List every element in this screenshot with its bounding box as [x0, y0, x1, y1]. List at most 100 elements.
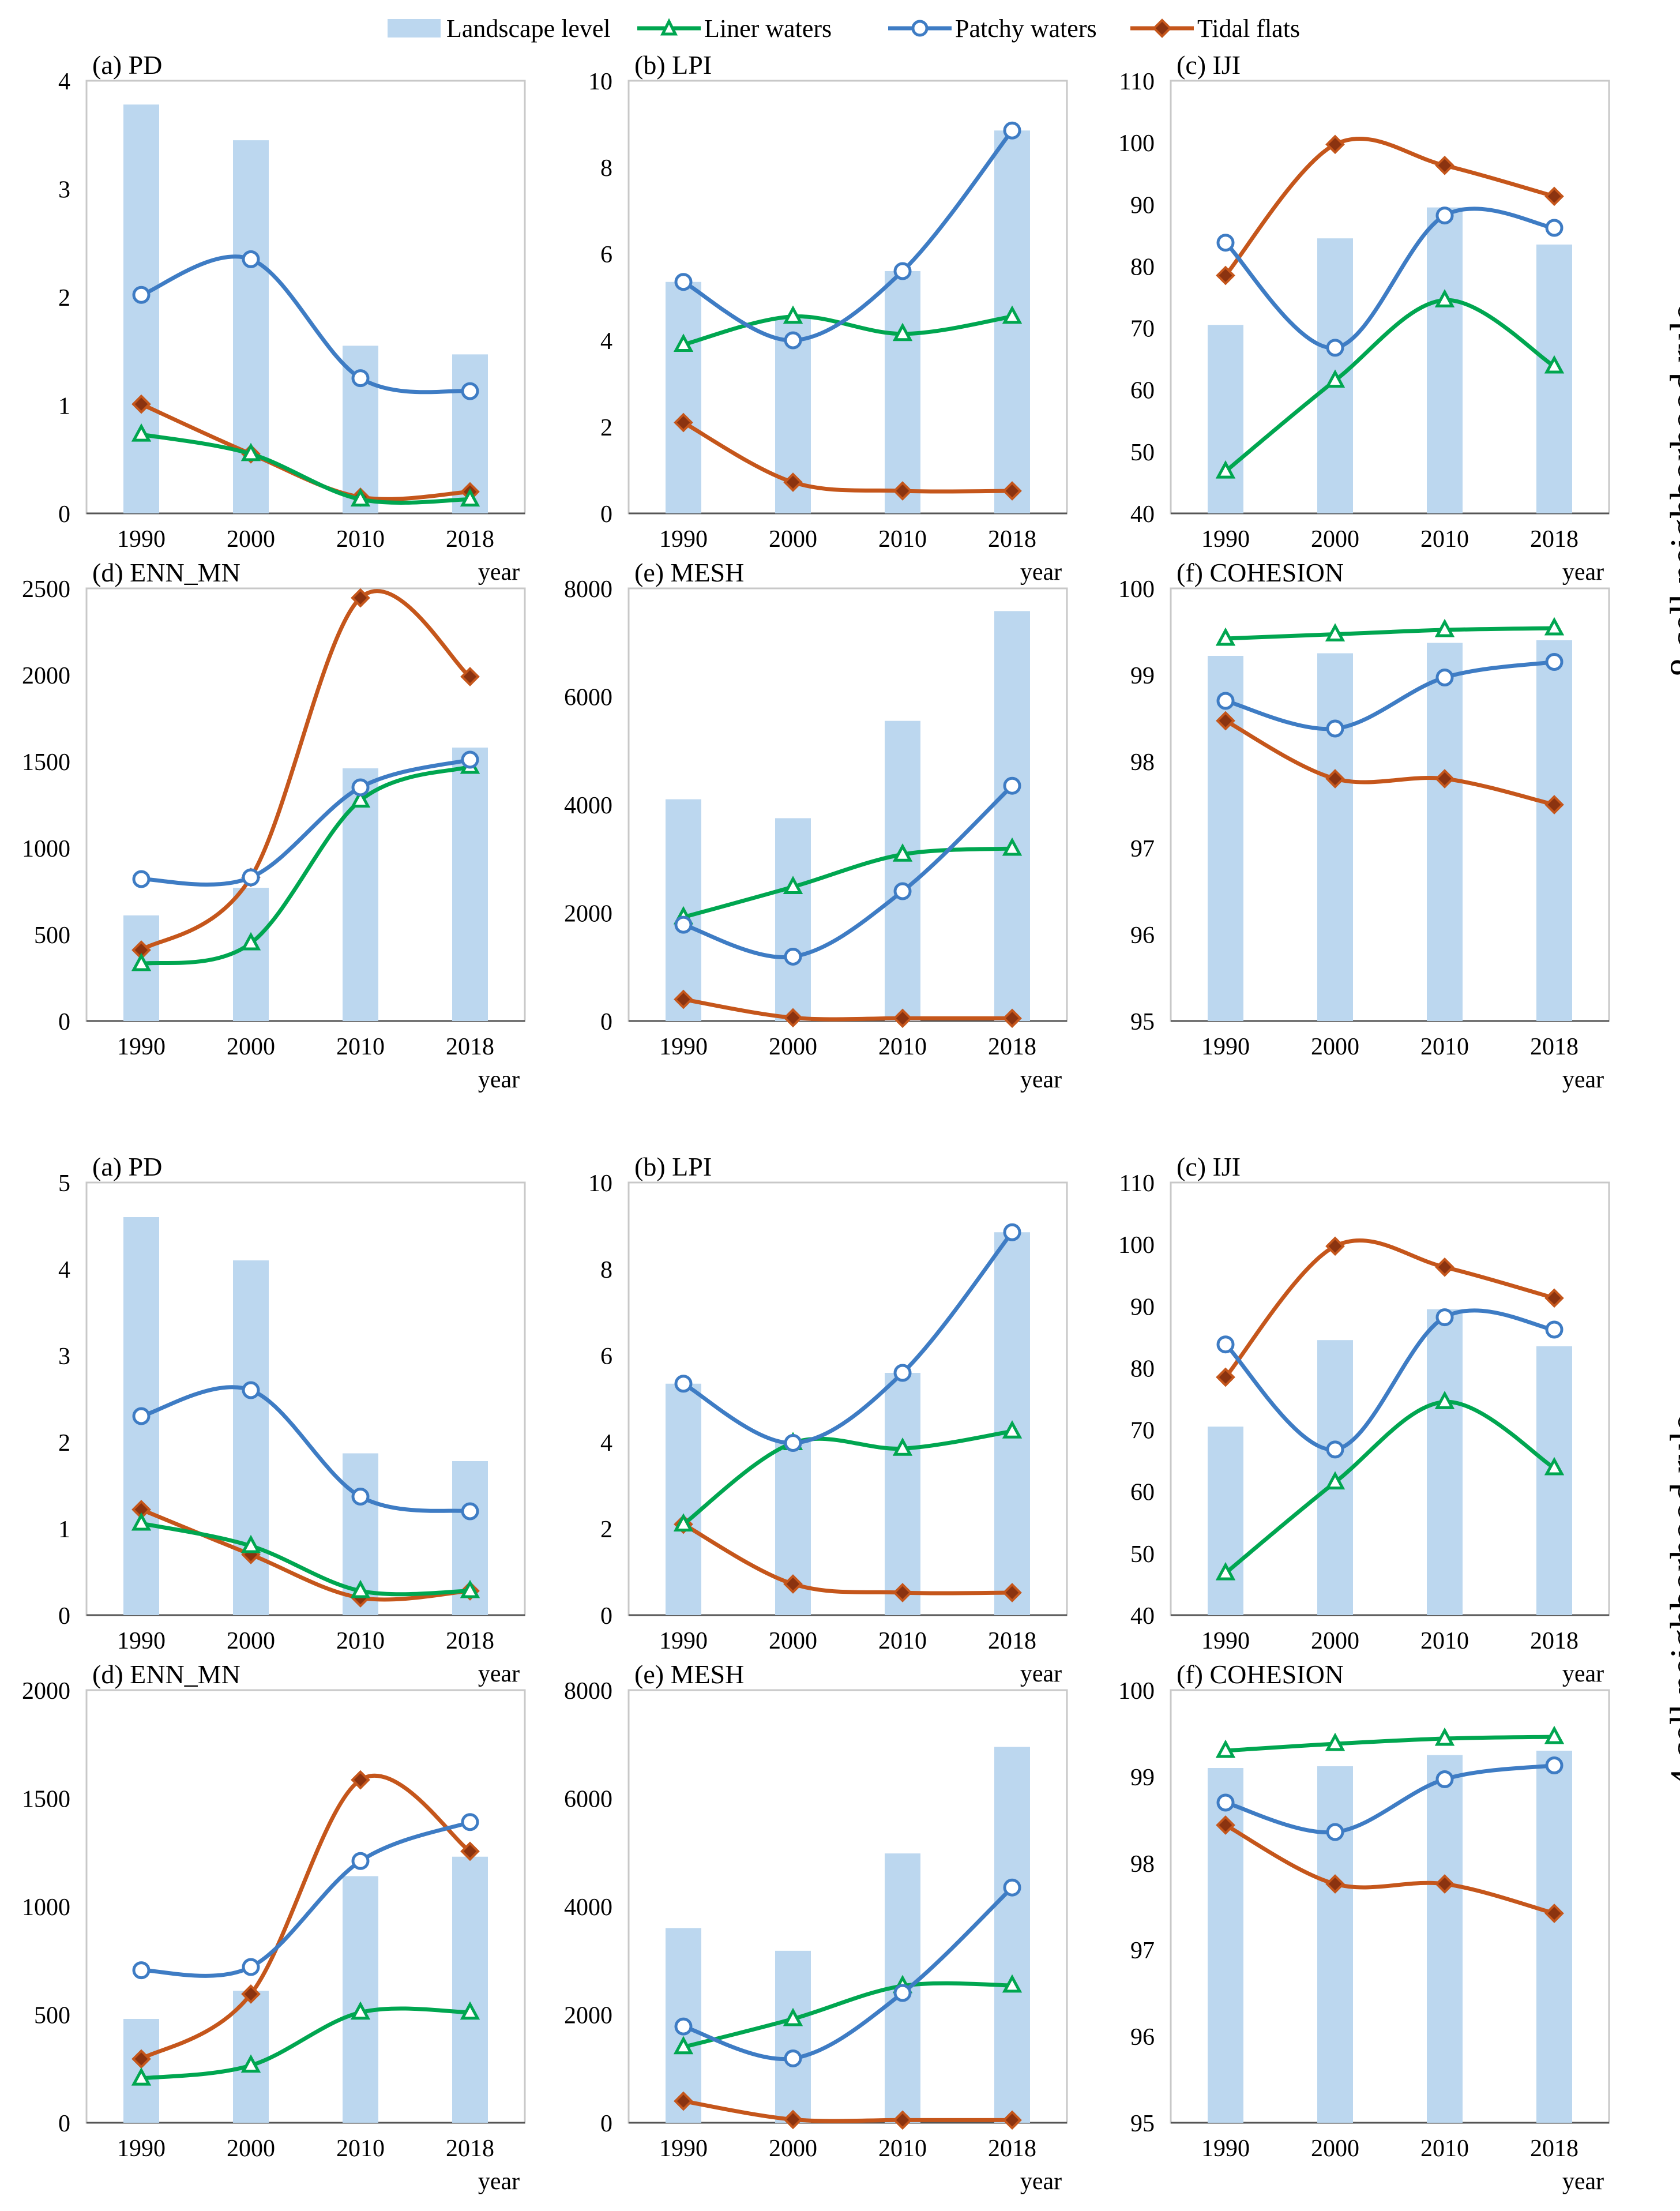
point-liner-waters [1002, 305, 1023, 324]
bar-landscape-level [885, 1373, 920, 1615]
panel-title: (e) MESH [634, 1660, 744, 1689]
point-liner-waters [673, 2036, 694, 2055]
diamond-marker-icon [1152, 18, 1172, 38]
y-tick-label: 2000 [22, 1678, 70, 1705]
point-liner-waters [460, 2001, 480, 2020]
point-liner-waters [1434, 1727, 1455, 1746]
point-liner-waters [240, 442, 261, 461]
point-patchy-waters [132, 870, 151, 888]
point-liner-waters [1215, 627, 1236, 646]
point-tidal-flats [1325, 1874, 1345, 1894]
y-tick-label: 0 [600, 1009, 612, 1035]
x-tick-label: 2018 [1530, 1034, 1578, 1060]
x-axis-label: year [1562, 2168, 1604, 2195]
plot-frame [1170, 80, 1610, 515]
point-liner-waters [783, 305, 803, 324]
series-line-liner-waters [683, 1981, 1013, 2049]
legend-line-patchy [888, 20, 952, 37]
bar-landscape-level [775, 1950, 811, 2123]
point-patchy-waters [1545, 1320, 1564, 1339]
point-liner-waters [1002, 1420, 1023, 1439]
x-axis-label: year [1562, 1661, 1604, 1687]
bar-landscape-level [1427, 1755, 1463, 2123]
point-patchy-waters [784, 2049, 802, 2067]
point-tidal-flats [674, 412, 693, 433]
point-patchy-waters [1003, 121, 1021, 140]
bar-landscape-level [1208, 1427, 1243, 1615]
point-patchy-waters [1435, 207, 1454, 225]
point-patchy-waters [784, 947, 802, 966]
series-line-liner-waters [141, 764, 471, 966]
point-patchy-waters [893, 882, 912, 900]
series-line-tidal-flats [683, 997, 1013, 1022]
x-axis-label: year [478, 559, 520, 585]
series-line-tidal-flats [682, 1522, 1013, 1596]
y-tick-label: 1500 [22, 749, 70, 776]
point-patchy-waters [1545, 1756, 1564, 1774]
point-tidal-flats [1544, 186, 1564, 207]
series-line-tidal-flats [1224, 719, 1555, 807]
y-tick-label: 5 [58, 1170, 70, 1197]
point-liner-waters [350, 1579, 371, 1598]
bar-landscape-level [994, 611, 1030, 1021]
bar-landscape-level [123, 104, 159, 513]
chart-4cell-lpi: (b) LPI 0 2 4 6 8 10 1990 2000 2010 2018 year [588, 1152, 1068, 1687]
point-tidal-flats [1002, 1583, 1022, 1602]
bar-landscape-level [1427, 643, 1463, 1021]
bar-landscape-level [1536, 1346, 1572, 1615]
chart-8cell-pd: (a) PD 0 1 2 3 4 1990 2000 2010 2018 year [58, 50, 526, 585]
triangle-marker-icon [660, 18, 678, 36]
point-tidal-flats [1002, 2110, 1022, 2130]
panel-title: (a) PD [92, 1152, 162, 1181]
point-tidal-flats [783, 472, 803, 492]
chart-4cell-cohesion: (f) COHESION 95 96 97 98 99 100 1990 2000 2010 201… [1118, 1660, 1610, 2195]
y-tick-label: 96 [1130, 922, 1155, 949]
point-liner-waters [350, 2001, 371, 2020]
point-tidal-flats [351, 588, 370, 608]
point-patchy-waters [674, 915, 693, 934]
point-liner-waters [1325, 1471, 1345, 1490]
y-tick-label: 80 [1130, 1356, 1155, 1382]
point-patchy-waters [461, 1502, 479, 1521]
plot-frame [85, 587, 526, 1022]
y-tick-label: 2 [600, 415, 612, 441]
x-tick-label: 2010 [878, 2135, 927, 2162]
point-tidal-flats [1002, 481, 1022, 501]
y-tick-label: 97 [1130, 1938, 1155, 1964]
x-tick-label: 2000 [227, 1628, 275, 1654]
x-tick-label: 2018 [988, 1628, 1036, 1654]
point-patchy-waters [674, 1375, 693, 1393]
rule-label-8cell: 8 cell neighborhood rule [1663, 303, 1680, 677]
x-tick-label: 2018 [1530, 1628, 1578, 1654]
legend-item-liner: Liner waters [637, 8, 832, 48]
point-patchy-waters [1326, 1440, 1344, 1459]
y-tick-label: 500 [34, 922, 70, 949]
series-line-liner-waters [141, 2006, 471, 2081]
legend: Landscape level Liner waters Patchy wate… [0, 8, 1680, 48]
series-line-tidal-flats [140, 1773, 472, 2061]
y-tick-label: 4000 [564, 1894, 612, 1921]
x-tick-label: 2000 [227, 2135, 275, 2162]
point-patchy-waters [784, 1434, 802, 1452]
series-line-liner-waters [683, 846, 1013, 919]
point-liner-waters [1434, 289, 1455, 307]
point-liner-waters [1325, 623, 1345, 641]
point-tidal-flats [783, 1008, 803, 1028]
y-tick-label: 100 [1118, 576, 1155, 603]
x-tick-label: 1990 [1201, 526, 1250, 553]
point-patchy-waters [1435, 669, 1454, 686]
panel-title: (e) MESH [634, 558, 744, 587]
point-patchy-waters [461, 382, 479, 400]
point-liner-waters [240, 2054, 261, 2073]
y-tick-label: 98 [1130, 749, 1155, 776]
y-tick-label: 4 [58, 1257, 70, 1283]
x-tick-label: 2018 [446, 1034, 494, 1060]
y-tick-label: 0 [58, 501, 70, 528]
x-tick-label: 1990 [117, 1034, 166, 1060]
panel-title: (b) LPI [634, 1152, 712, 1181]
x-axis-label: year [1020, 2168, 1062, 2195]
point-tidal-flats [893, 481, 912, 501]
y-tick-label: 90 [1130, 1294, 1155, 1320]
point-liner-waters [131, 2067, 152, 2086]
y-tick-label: 6000 [564, 685, 612, 711]
